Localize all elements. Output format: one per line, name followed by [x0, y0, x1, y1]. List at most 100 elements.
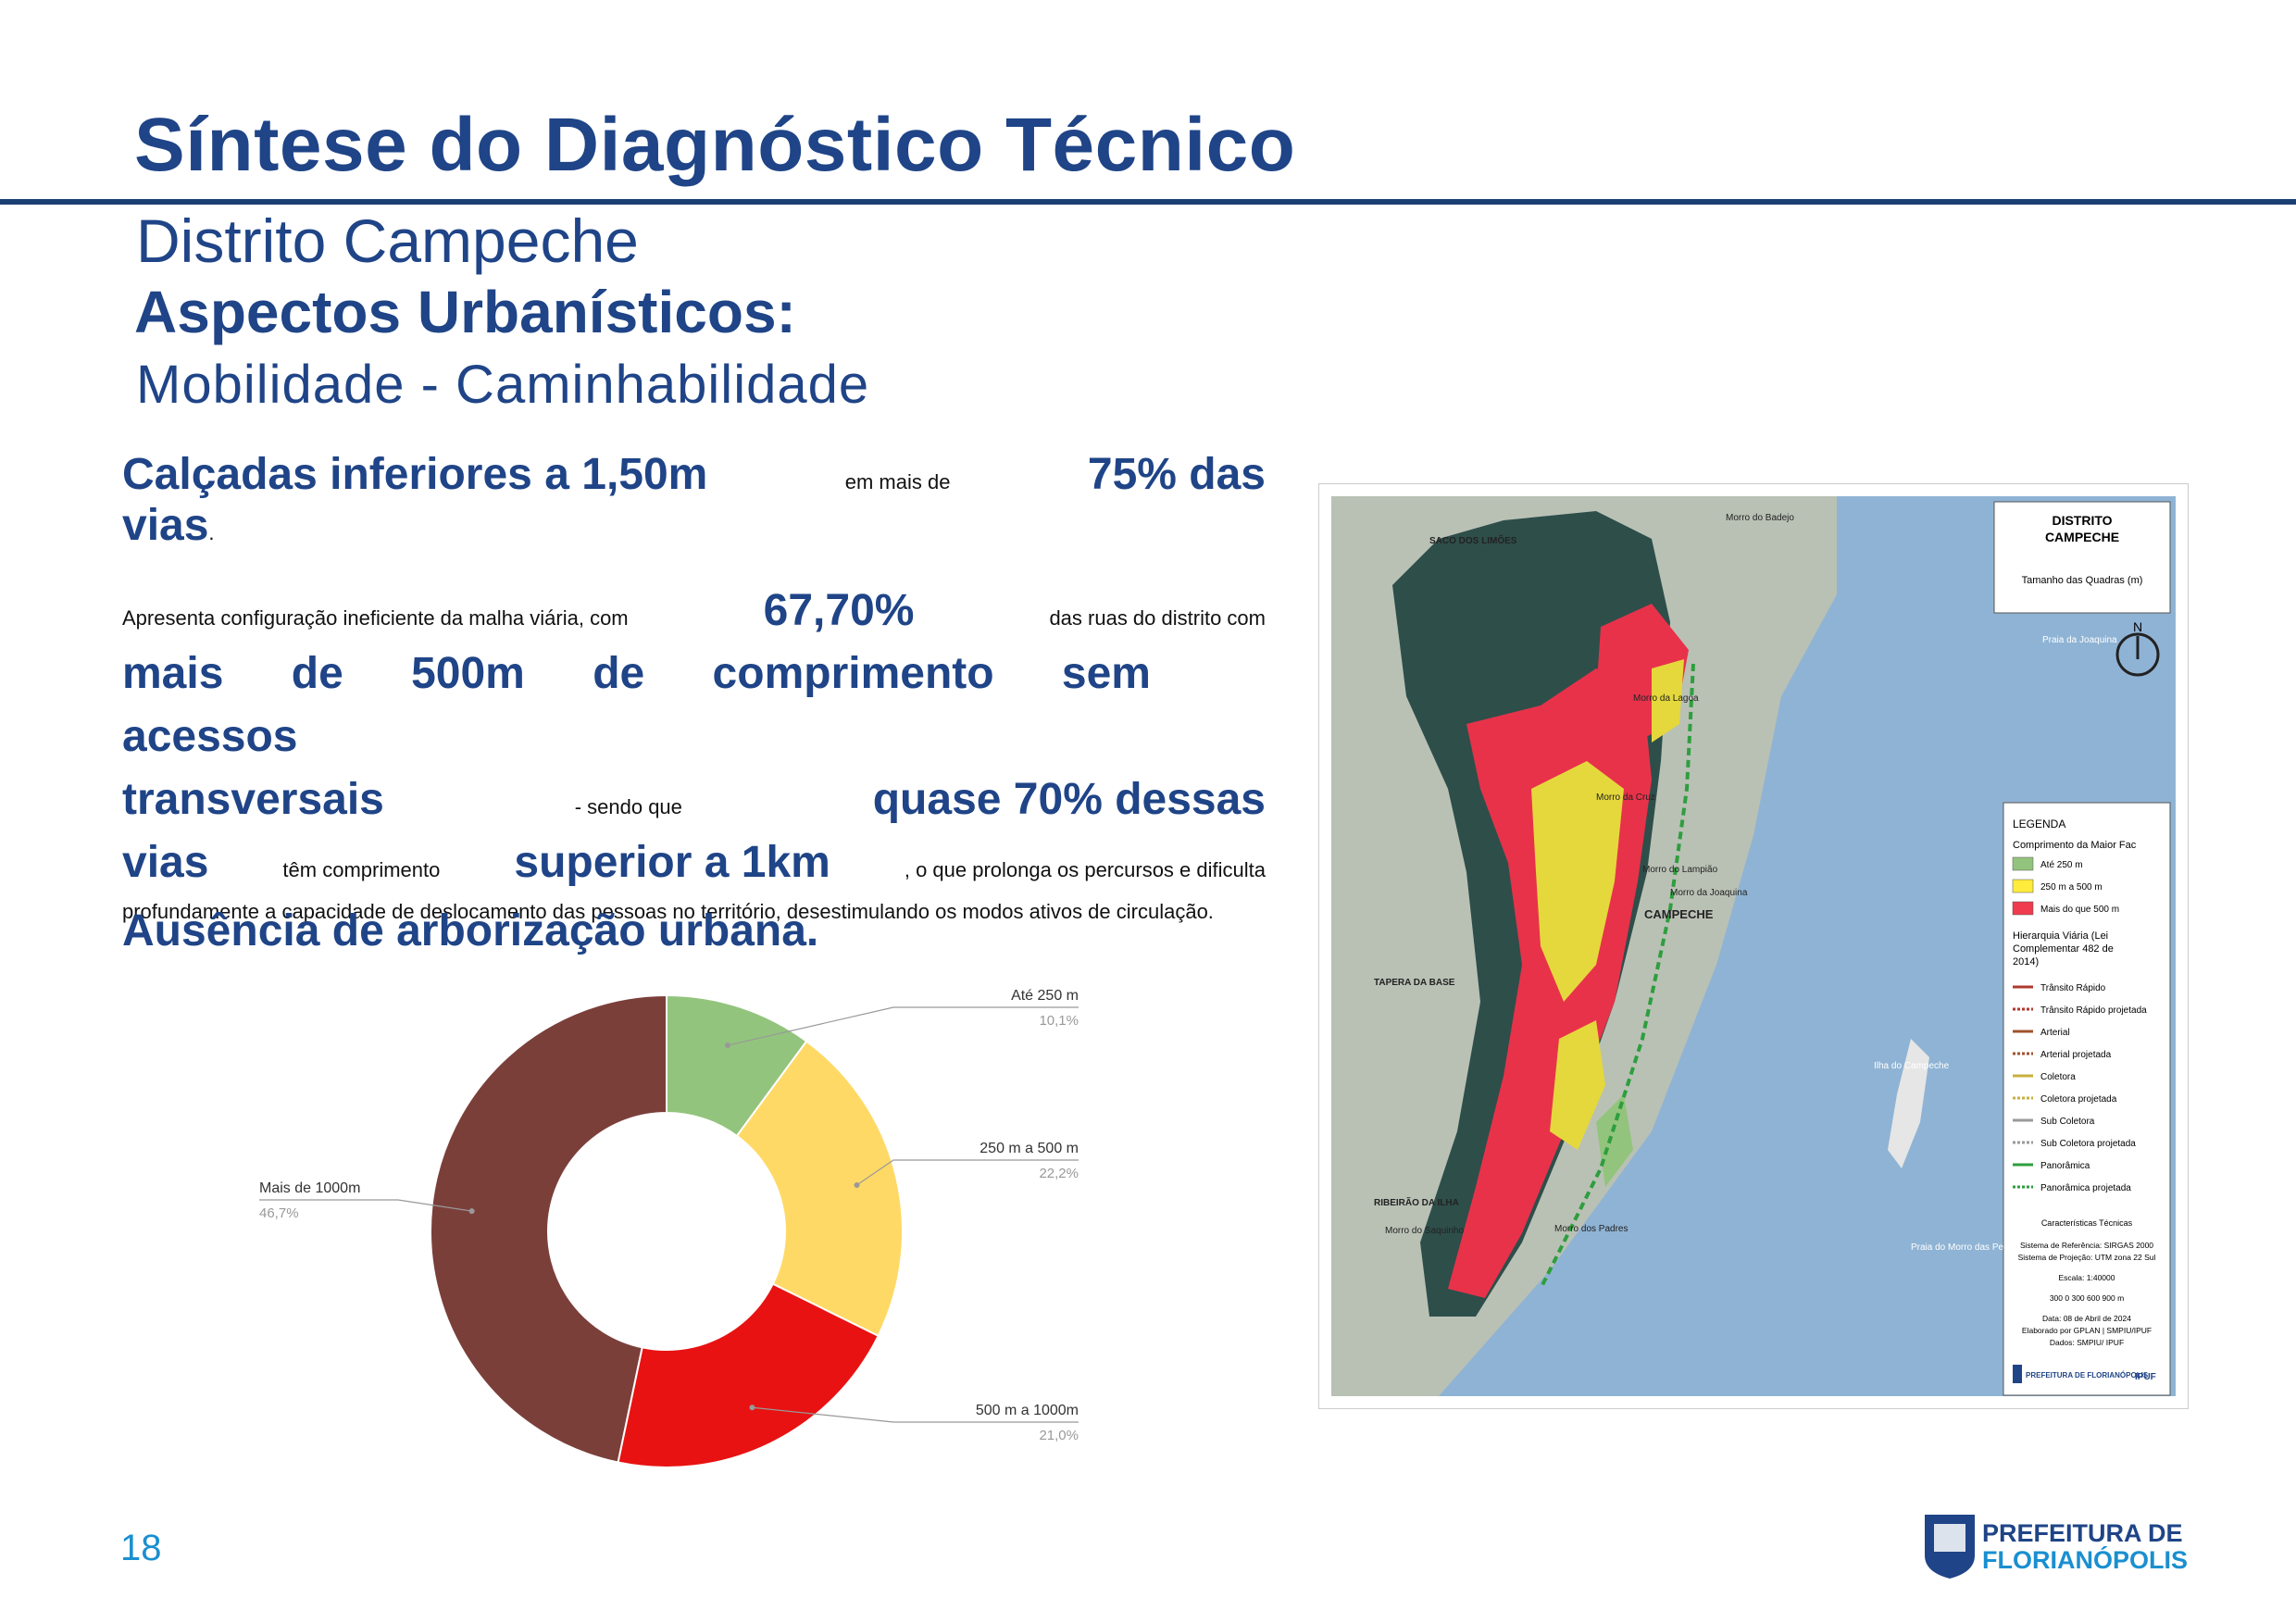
callout-line	[727, 1006, 1079, 1046]
legend-crest-icon	[2013, 1365, 2022, 1383]
map-place-label: RIBEIRÃO DA ILHA	[1374, 1196, 1459, 1208]
network-vias-text: vias	[122, 838, 209, 887]
legend-road-label: Trânsito Rápido projetada	[2040, 1005, 2147, 1016]
legend-item-label: 250 m a 500 m	[2040, 882, 2103, 893]
sidewalk-period: .	[208, 521, 215, 544]
map-title-box	[1993, 501, 2171, 614]
value-label: 10,1%	[1039, 1013, 1079, 1029]
district-subtitle: Distrito Campeche	[136, 206, 639, 275]
logo-text-line2: FLORIANÓPOLIS	[1982, 1545, 2188, 1574]
donut-callouts: Até 250 m 10,1% 250 m a 500 m 22,2% 500 m a …	[259, 988, 1079, 1443]
network-closing-text: profundamente a capacidade de deslocamen…	[122, 900, 1214, 923]
title-divider	[0, 199, 2296, 205]
map-place-label: CAMPECHE	[1644, 907, 1714, 921]
callout-line	[856, 1159, 1079, 1186]
prefeitura-logo: PREFEITURA DE FLORIANÓPOLIS	[1925, 1515, 2188, 1579]
map-place-label: Morro do Lampião	[1642, 865, 1718, 875]
campeche-island	[1888, 1039, 1929, 1168]
network-connector-text: das ruas do distrito com	[1049, 606, 1266, 630]
campeche-block-size-map: DISTRITO CAMPECHE Tamanho das Quadras (m…	[1318, 483, 2189, 1409]
category-label: 250 m a 500 m	[980, 1141, 1079, 1156]
tech-line: Elaborado por GPLAN | SMPIU/IPUF	[2022, 1326, 2152, 1335]
category-label: Até 250 m	[1011, 988, 1079, 1004]
map-place-label: Praia do Campeche	[2050, 917, 2132, 927]
network-superior-text: superior a 1km	[514, 838, 830, 887]
map-place-label: Morro dos Padres	[1554, 1224, 1628, 1234]
network-consequence-text: , o que prolonga os percursos e dificult…	[904, 858, 1266, 881]
legend-swatch	[2012, 879, 2034, 893]
legend-roads-title: 2014)	[2013, 956, 2039, 968]
network-transversal-text: transversais	[122, 775, 384, 824]
arborization-heading: Ausência de arborização urbana.	[122, 906, 819, 955]
sidewalk-percent-text: 75% das	[1087, 450, 1266, 499]
map-place-label: Morro da Lagoa	[1633, 693, 1699, 704]
network-length-text: mais de 500m de comprimento sem acessos	[122, 649, 1151, 761]
tech-line: Dados: SMPIU/ IPUF	[2050, 1338, 2124, 1347]
tech-line: Escala: 1:40000	[2059, 1273, 2115, 1282]
map-title-line2: CAMPECHE	[2045, 530, 2119, 544]
legend-road-label: Coletora	[2040, 1072, 2076, 1082]
north-arrow-icon	[2115, 632, 2160, 677]
legend-swatch	[2012, 856, 2034, 871]
legend-ipuf-text: IPUF	[2135, 1372, 2156, 1382]
network-comprimento-text: têm comprimento	[282, 858, 441, 881]
category-label: 500 m a 1000m	[976, 1403, 1079, 1418]
medium-blocks-area	[1531, 761, 1624, 1002]
tech-title: Características Técnicas	[2041, 1218, 2133, 1228]
legend-road-label: Trânsito Rápido	[2040, 983, 2106, 993]
legend-road-label: Panorâmica	[2040, 1161, 2090, 1171]
legend-item-label: Mais do que 500 m	[2040, 905, 2119, 915]
map-place-label: Morro da Cruz	[1596, 793, 1655, 803]
map-place-label: Morro do Saquinho	[1385, 1226, 1464, 1236]
network-sendo-text: - sendo que	[574, 795, 682, 818]
legend-road-label: Panorâmica projetada	[2040, 1183, 2131, 1193]
legend-roads-title: Complementar 482 de	[2013, 943, 2114, 955]
network-intro-text: Apresenta configuração ineficiente da ma…	[122, 606, 629, 630]
legend-subtitle: Comprimento da Maior Fac	[2013, 840, 2137, 851]
sidewalk-bold-text: Calçadas inferiores a 1,50m	[122, 450, 708, 499]
callout-line	[259, 1199, 472, 1212]
network-percent-text: 67,70%	[763, 586, 915, 635]
donut-slice	[617, 1282, 880, 1468]
small-blocks-area	[1596, 1094, 1633, 1187]
sidewalk-connector-text: em mais de	[844, 470, 951, 493]
map-place-label: Ilha do Campeche	[1874, 1061, 1950, 1071]
donut-slice	[430, 993, 668, 1464]
page-title: Síntese do Diagnóstico Técnico	[134, 103, 1296, 187]
category-label: Mais de 1000m	[259, 1180, 360, 1196]
legend-swatch	[2012, 901, 2034, 916]
road-network-paragraph: Apresenta configuração ineficiente da ma…	[122, 583, 1266, 926]
logo-text-line1: PREFEITURA DE	[1982, 1519, 2183, 1547]
sidewalk-paragraph: Calçadas inferiores a 1,50m em mais de 7…	[122, 449, 1266, 551]
legend-road-label: Sub Coletora projetada	[2040, 1139, 2136, 1149]
north-yellow-blocks	[1652, 659, 1684, 743]
donut-slice	[735, 1040, 904, 1338]
legend-roads-title: Hierarquia Viária (Lei	[2013, 930, 2108, 942]
map-place-label: Morro da Joaquina	[1670, 888, 1748, 898]
north-label: N	[2133, 619, 2142, 634]
map-subtitle: Tamanho das Quadras (m)	[2022, 575, 2143, 586]
map-place-label: Praia da Joaquina	[2042, 635, 2117, 645]
map-title: DISTRITO	[2052, 513, 2112, 528]
callout-dot	[468, 1208, 475, 1215]
map-place-label: TAPERA DA BASE	[1374, 978, 1455, 988]
map-place-label: SACO DOS LIMÕES	[1429, 534, 1517, 546]
topic-subtitle: Mobilidade - Caminhabilidade	[136, 355, 870, 415]
tech-line: Sistema de Referência: SIRGAS 2000	[2020, 1241, 2153, 1250]
tech-line: 300 0 300 600 900 m	[2050, 1293, 2124, 1303]
section-heading: Aspectos Urbanísticos:	[134, 279, 796, 345]
map-place-label: Praia do Morro das Pedras	[1911, 1242, 2022, 1253]
legend-road-label: Arterial projetada	[2040, 1050, 2112, 1060]
tech-line: Sistema de Projeção: UTM zona 22 Sul	[2018, 1253, 2156, 1262]
legend-item-label: Até 250 m	[2040, 860, 2083, 870]
callout-line	[752, 1406, 1079, 1423]
page-number: 18	[120, 1528, 162, 1568]
panoramic-road	[1539, 663, 1695, 1290]
medium-blocks-south	[1550, 1020, 1605, 1150]
value-label: 21,0%	[1039, 1428, 1079, 1443]
legend-title: LEGENDA	[2013, 818, 2065, 830]
map-legend: LEGENDA Comprimento da Maior Fac Até 250 m…	[2012, 818, 2156, 1383]
legend-logo-text: PREFEITURA DE FLORIANÓPOLIS	[2026, 1371, 2149, 1380]
network-quase-text: quase 70% dessas	[872, 775, 1266, 824]
tech-line: Data: 08 de Abril de 2024	[2042, 1314, 2131, 1323]
